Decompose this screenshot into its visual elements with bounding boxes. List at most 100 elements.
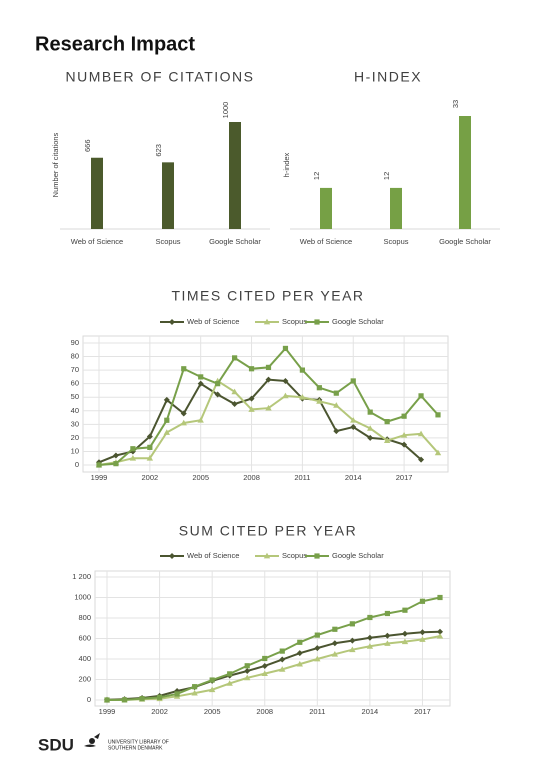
legend-label: Google Scholar (332, 317, 384, 326)
legend-marker (314, 553, 320, 559)
data-point (191, 689, 198, 696)
data-point (436, 632, 444, 639)
data-point (198, 374, 204, 380)
data-point (419, 598, 426, 604)
data-point (156, 694, 163, 700)
data-point (350, 417, 357, 423)
y-tick-label: 1 200 (72, 572, 91, 581)
data-label: 666 (83, 139, 92, 152)
data-point (437, 628, 443, 635)
data-point (314, 632, 320, 638)
data-point (384, 419, 390, 425)
data-point (146, 433, 153, 440)
data-point (299, 367, 305, 373)
data-point (401, 638, 409, 645)
data-point (331, 650, 339, 657)
data-point (248, 366, 255, 372)
data-point (282, 392, 289, 399)
data-point (279, 656, 286, 663)
data-label: 1000 (221, 102, 230, 119)
data-point (244, 674, 251, 681)
data-point (350, 378, 356, 384)
x-tick-label: 2011 (309, 707, 325, 716)
legend-marker (263, 552, 271, 559)
bar (390, 187, 402, 229)
y-tick-label: 800 (78, 613, 91, 622)
data-point (419, 636, 426, 642)
data-point (180, 419, 187, 426)
data-point (244, 667, 251, 674)
data-point (401, 630, 408, 637)
data-point (262, 655, 268, 662)
data-point (384, 610, 391, 617)
chart-title: SUM CITED PER YEAR (179, 523, 357, 539)
data-point (434, 449, 442, 456)
y-tick-label: 0 (87, 695, 91, 704)
data-label: 12 (382, 172, 391, 180)
x-tick-label: 2017 (396, 473, 413, 482)
x-tick-label: 2014 (345, 473, 362, 482)
data-point (261, 662, 268, 669)
data-point (104, 697, 110, 703)
series-line (106, 630, 441, 701)
y-tick-label: 1000 (74, 592, 91, 601)
data-point (333, 390, 339, 396)
data-point (208, 686, 216, 693)
x-tick-label: Scopus (383, 237, 408, 246)
y-tick-label: 30 (71, 419, 79, 428)
data-point (417, 430, 425, 437)
x-tick-label: 2005 (204, 707, 221, 716)
data-point (244, 663, 250, 669)
x-tick-label: Web of Science (71, 237, 123, 246)
y-tick-label: 400 (78, 654, 91, 663)
data-point (197, 380, 204, 387)
chart-title: NUMBER OF CITATIONS (66, 69, 255, 85)
data-point (181, 366, 187, 372)
x-tick-label: 1999 (99, 707, 116, 716)
data-point (282, 345, 289, 352)
data-point (232, 355, 238, 361)
data-point (265, 404, 272, 411)
data-point (331, 640, 338, 647)
data-point (314, 655, 321, 662)
data-label: 12 (312, 172, 321, 180)
data-point (192, 684, 198, 690)
chart-title: H-INDEX (354, 69, 422, 85)
data-point (129, 455, 137, 461)
data-point (400, 431, 408, 438)
data-point (383, 437, 391, 443)
logo-icon (84, 733, 100, 747)
data-point (349, 646, 356, 653)
data-point (314, 645, 321, 652)
data-point (215, 381, 221, 387)
y-axis-label: h-index (282, 152, 291, 177)
y-tick-label: 200 (78, 674, 91, 683)
data-point (139, 696, 145, 702)
data-point (297, 639, 303, 645)
data-point (113, 461, 119, 467)
data-point (147, 444, 153, 450)
data-point (163, 429, 170, 435)
data-point (248, 395, 255, 402)
x-tick-label: 2017 (414, 707, 431, 716)
data-point (227, 671, 233, 677)
data-point (296, 650, 303, 657)
bar (320, 187, 332, 229)
bar (162, 162, 174, 229)
data-point (180, 410, 187, 417)
page-title: Research Impact (35, 33, 195, 55)
y-tick-label: 10 (71, 446, 79, 455)
data-point (418, 456, 425, 463)
x-tick-label: Scopus (155, 237, 180, 246)
data-point (401, 413, 407, 419)
data-point (279, 666, 286, 672)
y-tick-label: 50 (71, 392, 79, 401)
data-point (332, 626, 338, 632)
x-tick-label: 2008 (256, 707, 273, 716)
x-tick-label: Google Scholar (209, 237, 261, 246)
legend-marker (169, 319, 175, 325)
data-point (367, 409, 373, 415)
data-point (349, 637, 356, 644)
data-point (163, 396, 170, 403)
x-tick-label: 2005 (192, 473, 209, 482)
